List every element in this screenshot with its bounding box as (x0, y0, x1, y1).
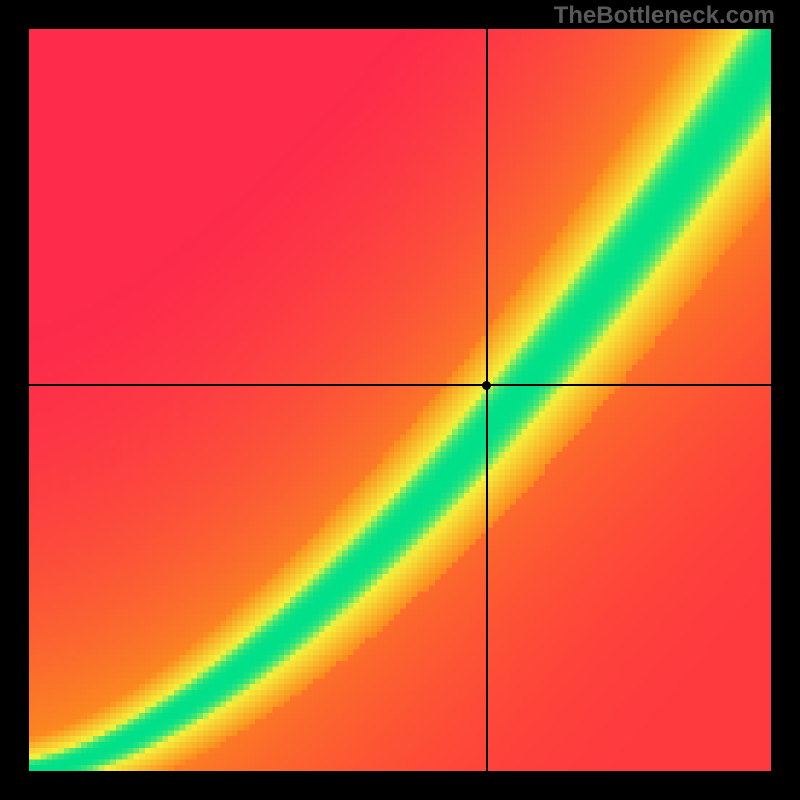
crosshair-vertical (486, 29, 488, 771)
watermark-text: TheBottleneck.com (554, 2, 775, 30)
chart-container: TheBottleneck.com (0, 0, 800, 800)
crosshair-horizontal (29, 384, 771, 386)
bottleneck-heatmap (29, 29, 771, 771)
crosshair-marker-dot (482, 381, 491, 390)
